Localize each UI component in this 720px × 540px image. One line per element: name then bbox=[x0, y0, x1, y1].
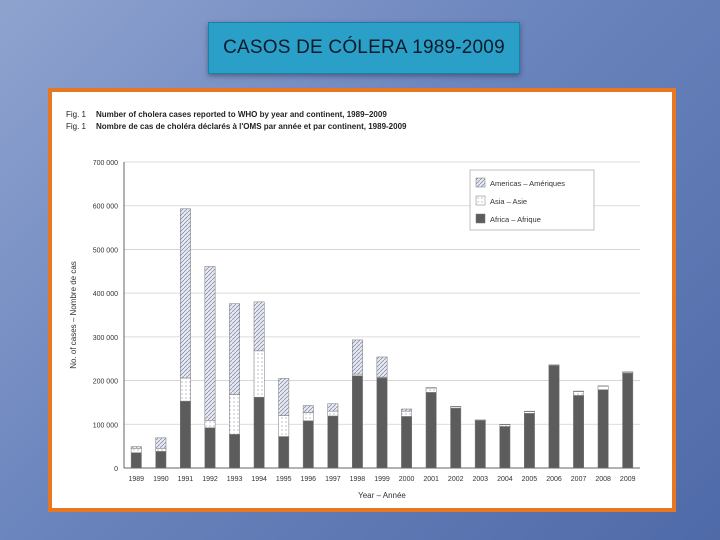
bar-1991-africa bbox=[180, 400, 191, 469]
y-tick-label: 400 000 bbox=[93, 291, 118, 298]
bar-2007-africa bbox=[573, 395, 584, 469]
bar-2008-asia bbox=[597, 386, 609, 391]
bar-2000-americas bbox=[401, 408, 412, 412]
x-tick-label: 1991 bbox=[178, 476, 194, 483]
bar-1992-africa bbox=[204, 427, 216, 469]
x-tick-label: 2000 bbox=[399, 476, 415, 483]
bar-1992-asia bbox=[204, 420, 216, 429]
bar-2001-asia bbox=[425, 387, 437, 393]
x-tick-label: 2001 bbox=[423, 476, 439, 483]
bar-2005-asia bbox=[524, 411, 535, 414]
bar-1994-africa bbox=[253, 396, 265, 469]
x-axis-label: Year – Année bbox=[358, 491, 406, 500]
bar-2000-asia bbox=[401, 410, 412, 417]
cholera-stacked-bar-chart: Fig. 1 Number of cholera cases reported … bbox=[66, 110, 640, 500]
bar-1993-americas bbox=[229, 303, 240, 395]
y-axis-ticks: 0 100 000 200 000 300 000 400 000 500 000 600 … bbox=[93, 160, 118, 473]
legend-label-africa: Africa – Afrique bbox=[490, 215, 541, 224]
x-tick-label: 2005 bbox=[522, 476, 538, 483]
bar-2009-africa bbox=[622, 372, 634, 469]
bar-1996-americas bbox=[302, 405, 314, 413]
x-axis-ticks: 1989 1990 1991 1992 1993 1994 1995 1996 1997 1998… bbox=[128, 476, 635, 483]
y-tick-label: 100 000 bbox=[93, 422, 118, 429]
legend-label-americas: Americas – Amériques bbox=[490, 179, 565, 188]
bar-2000-africa bbox=[401, 416, 412, 469]
bar-2008-africa bbox=[597, 389, 609, 469]
bar-1989-asia bbox=[130, 448, 142, 453]
slide-title: CASOS DE CÓLERA 1989-2009 bbox=[223, 37, 505, 58]
bar-1998-americas bbox=[352, 339, 363, 375]
x-tick-label: 1996 bbox=[300, 476, 316, 483]
x-tick-label: 1998 bbox=[350, 476, 366, 483]
x-tick-label: 2002 bbox=[448, 476, 464, 483]
bar-1992-americas bbox=[204, 266, 216, 421]
bar-2002-africa bbox=[450, 407, 462, 469]
bar-1991-americas bbox=[180, 208, 191, 379]
legend-label-asia: Asia – Asie bbox=[490, 197, 527, 206]
bar-1995-americas bbox=[278, 378, 290, 416]
y-axis-label: No. of cases – Nombre de cas bbox=[69, 261, 78, 369]
x-tick-label: 2003 bbox=[472, 476, 488, 483]
x-tick-label: 1999 bbox=[374, 476, 390, 483]
figure-caption-en: Number of cholera cases reported to WHO … bbox=[96, 110, 387, 119]
bar-2006-africa bbox=[548, 365, 560, 469]
y-tick-label: 300 000 bbox=[93, 335, 118, 342]
bar-1998-asia bbox=[352, 373, 363, 377]
bar-2005-africa bbox=[524, 413, 535, 469]
bar-2001-africa bbox=[425, 392, 437, 469]
bar-1990-africa bbox=[155, 451, 167, 469]
x-tick-label: 2007 bbox=[571, 476, 587, 483]
y-tick-label: 0 bbox=[114, 466, 118, 473]
x-tick-label: 2009 bbox=[620, 476, 636, 483]
x-tick-label: 1997 bbox=[325, 476, 341, 483]
y-tick-label: 200 000 bbox=[93, 379, 118, 386]
x-tick-label: 2004 bbox=[497, 476, 513, 483]
figure-label-en: Fig. 1 bbox=[66, 110, 87, 119]
bar-1993-africa bbox=[229, 434, 240, 469]
bar-1991-asia bbox=[180, 377, 191, 402]
x-tick-label: 1993 bbox=[227, 476, 243, 483]
bar-2007-asia bbox=[573, 391, 584, 396]
bar-1990-americas bbox=[155, 437, 167, 449]
bar-1989-africa bbox=[130, 452, 142, 469]
chart-frame: Fig. 1 Number of cholera cases reported … bbox=[48, 88, 676, 512]
bar-2004-asia bbox=[499, 424, 511, 427]
x-tick-label: 1992 bbox=[202, 476, 218, 483]
legend-swatch-africa bbox=[475, 213, 486, 224]
legend-swatch-americas bbox=[475, 177, 486, 188]
x-tick-label: 2006 bbox=[546, 476, 562, 483]
bar-1989-americas bbox=[130, 446, 142, 449]
x-tick-label: 2008 bbox=[595, 476, 611, 483]
legend-box bbox=[469, 169, 595, 231]
bar-1997-asia bbox=[327, 410, 339, 417]
y-tick-label: 700 000 bbox=[93, 160, 118, 167]
bars bbox=[130, 208, 634, 469]
legend-swatch-asia bbox=[475, 195, 486, 206]
x-tick-label: 1995 bbox=[276, 476, 292, 483]
x-tick-label: 1994 bbox=[251, 476, 267, 483]
bar-1994-americas bbox=[253, 301, 265, 352]
bar-1998-africa bbox=[352, 375, 363, 469]
bar-1993-asia bbox=[229, 394, 240, 435]
bar-2003-africa bbox=[474, 420, 486, 469]
x-tick-label: 1990 bbox=[153, 476, 169, 483]
bar-1996-asia bbox=[302, 412, 314, 422]
x-tick-label: 1989 bbox=[128, 476, 144, 483]
slide-title-box: CASOS DE CÓLERA 1989-2009 bbox=[208, 22, 520, 74]
legend: Americas – Amériques Asia – Asie Africa – … bbox=[469, 169, 595, 231]
y-tick-label: 500 000 bbox=[93, 247, 118, 254]
bar-1996-africa bbox=[302, 420, 314, 469]
bar-2004-africa bbox=[499, 426, 511, 469]
bar-1999-americas bbox=[376, 356, 388, 378]
bar-1990-asia bbox=[155, 448, 167, 452]
bar-1997-africa bbox=[327, 415, 339, 469]
y-tick-label: 600 000 bbox=[93, 204, 118, 211]
figure-caption-fr: Nombre de cas de choléra déclarés à l'OM… bbox=[96, 122, 407, 131]
bar-1999-africa bbox=[376, 377, 388, 469]
bar-1994-asia bbox=[253, 350, 265, 398]
bar-1995-asia bbox=[278, 415, 290, 437]
bar-1995-africa bbox=[278, 436, 290, 469]
figure-label-fr: Fig. 1 bbox=[66, 122, 87, 131]
bar-1997-americas bbox=[327, 403, 339, 412]
